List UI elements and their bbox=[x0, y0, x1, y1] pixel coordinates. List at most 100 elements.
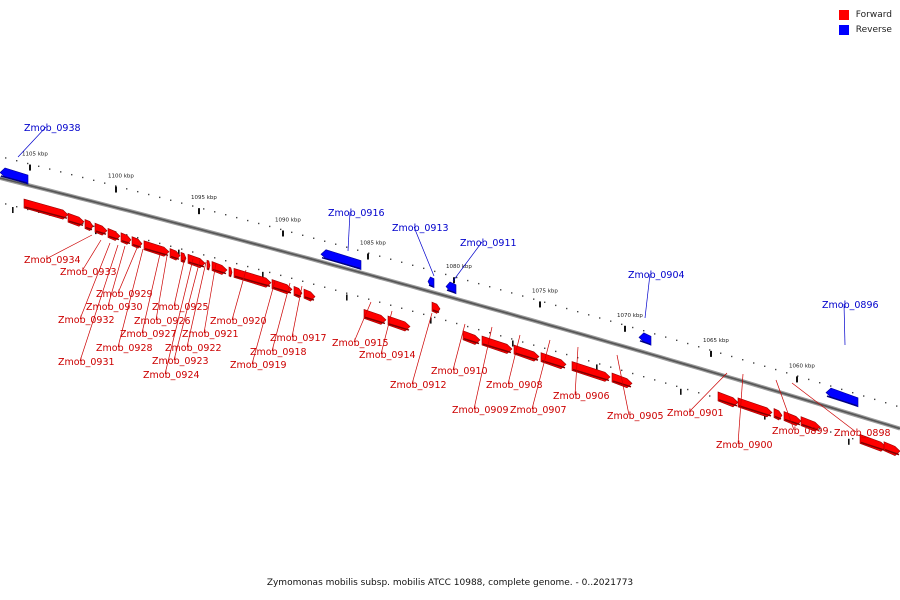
scale-dot bbox=[445, 273, 447, 276]
gene-label: Zmob_0929 bbox=[96, 289, 153, 300]
gene-shadow bbox=[207, 267, 210, 270]
lower-dot bbox=[522, 341, 524, 343]
lower-dot bbox=[412, 310, 414, 312]
gene-shadow bbox=[428, 284, 434, 288]
gene-label: Zmob_0925 bbox=[152, 302, 209, 313]
scale-dot bbox=[368, 252, 370, 254]
forward-gene bbox=[513, 344, 540, 362]
forward-gene bbox=[23, 198, 69, 220]
gene-leader-line bbox=[117, 248, 144, 348]
scale-dot bbox=[203, 208, 205, 210]
scale-dot bbox=[643, 330, 645, 332]
lower-dot bbox=[610, 366, 612, 368]
minor-tick bbox=[346, 294, 348, 301]
scale-dot bbox=[324, 240, 326, 242]
lower-dot bbox=[379, 301, 381, 303]
scale-dot bbox=[698, 346, 700, 348]
tick-label: 1060 kbp bbox=[789, 363, 815, 369]
gene-shadow bbox=[188, 261, 205, 268]
reverse-gene bbox=[638, 332, 652, 346]
scale-dot bbox=[863, 395, 865, 397]
lower-dot bbox=[511, 338, 513, 340]
lower-dot bbox=[291, 277, 293, 280]
scale-dot bbox=[467, 279, 469, 282]
gene-leader-line bbox=[843, 303, 846, 346]
forward-gene bbox=[187, 253, 206, 269]
gene-leader-line bbox=[413, 226, 435, 277]
gene-leader-line bbox=[452, 323, 466, 371]
gene-label: Zmob_0938 bbox=[24, 123, 81, 134]
gene-label: Zmob_0927 bbox=[120, 329, 177, 340]
gene-shadow bbox=[212, 268, 227, 275]
lower-dot bbox=[830, 431, 832, 433]
tick-label: 1090 kbp bbox=[275, 217, 301, 223]
lower-dot bbox=[599, 363, 601, 365]
scale-dot bbox=[71, 173, 73, 176]
lower-dot bbox=[577, 356, 579, 359]
gene-label: Zmob_0907 bbox=[510, 405, 567, 416]
scale-dot bbox=[819, 382, 821, 384]
minor-tick bbox=[12, 207, 14, 214]
scale-dot bbox=[632, 326, 634, 329]
legend-label-reverse: Reverse bbox=[855, 24, 892, 35]
scale-dot bbox=[731, 355, 733, 358]
gene-label: Zmob_0917 bbox=[270, 333, 327, 344]
gene-label: Zmob_0932 bbox=[58, 315, 115, 326]
scale-dot bbox=[808, 378, 810, 381]
gene-leader-line bbox=[203, 262, 217, 334]
lower-dot bbox=[632, 372, 634, 375]
lower-dot bbox=[643, 376, 645, 378]
scale-dot bbox=[104, 182, 106, 184]
gene-leader-line bbox=[411, 312, 433, 385]
gene-label: Zmob_0896 bbox=[822, 300, 879, 311]
tick-label: 1065 kbp bbox=[703, 338, 729, 344]
gene-leader-line bbox=[380, 310, 393, 355]
lower-dot bbox=[456, 322, 458, 325]
lower-dot bbox=[82, 222, 84, 225]
tick-mark bbox=[282, 230, 284, 237]
tick-label: 1075 kbp bbox=[532, 288, 558, 294]
gene-shadow bbox=[132, 243, 142, 248]
lower-dot bbox=[5, 203, 7, 205]
scale-dot bbox=[16, 160, 18, 162]
scale-dot bbox=[709, 349, 711, 351]
gene-label: Zmob_0921 bbox=[182, 329, 239, 340]
gene-shadow bbox=[612, 380, 632, 388]
forward-gene bbox=[271, 279, 293, 295]
scale-dot bbox=[192, 205, 194, 207]
gene-leader-line bbox=[251, 280, 276, 365]
lower-dot bbox=[137, 236, 139, 239]
gene-label: Zmob_0910 bbox=[431, 366, 488, 377]
lower-dot bbox=[555, 350, 557, 353]
tick-mark bbox=[115, 186, 117, 193]
scale-dot bbox=[621, 323, 623, 326]
scale-dot bbox=[38, 165, 40, 167]
reverse-swatch bbox=[838, 24, 849, 35]
lower-dot bbox=[302, 280, 304, 282]
tick-mark bbox=[367, 253, 369, 260]
gene-leader-line bbox=[347, 211, 351, 252]
tick-mark bbox=[796, 376, 798, 383]
gene-leader-line bbox=[173, 256, 186, 307]
scale-dot bbox=[313, 237, 315, 239]
gene-leader-line bbox=[117, 247, 138, 294]
scale-dot bbox=[82, 176, 84, 179]
gene-shadow bbox=[85, 226, 93, 231]
lower-dot bbox=[203, 254, 205, 256]
scale-dot bbox=[599, 317, 601, 319]
tick-label: 1100 kbp bbox=[108, 174, 134, 180]
lower-dot bbox=[819, 428, 821, 430]
gene-shadow bbox=[144, 248, 169, 257]
gene-label: Zmob_0913 bbox=[392, 223, 449, 234]
gene-shadow bbox=[108, 235, 120, 241]
scale-dot bbox=[489, 286, 491, 288]
scale-dot bbox=[401, 261, 403, 263]
scale-dot bbox=[170, 199, 172, 201]
forward-gene bbox=[67, 212, 85, 227]
lower-dot bbox=[621, 369, 623, 372]
lower-dot bbox=[247, 265, 249, 268]
scale-dot bbox=[654, 333, 656, 335]
scale-dot bbox=[115, 185, 117, 187]
scale-dot bbox=[874, 398, 876, 401]
scale-dot bbox=[159, 196, 161, 199]
